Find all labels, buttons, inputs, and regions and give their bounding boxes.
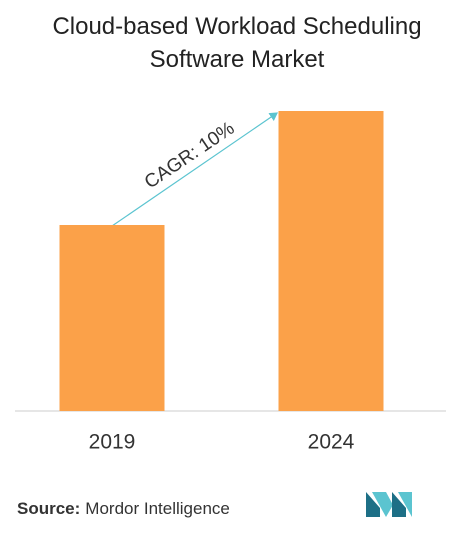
logo	[366, 492, 412, 517]
cagr-label: CAGR: 10%	[141, 118, 239, 193]
cagr-arrow	[111, 112, 278, 227]
source-text: Mordor Intelligence	[85, 499, 230, 518]
x-tick-label: 2019	[89, 431, 136, 454]
source: Source: Mordor Intelligence	[17, 499, 230, 518]
source-label: Source:	[17, 499, 80, 518]
bar	[278, 111, 384, 411]
x-tick-label: 2024	[308, 431, 355, 454]
chart-title: Cloud-based Workload Scheduling Software…	[52, 13, 422, 73]
bar	[59, 225, 165, 411]
